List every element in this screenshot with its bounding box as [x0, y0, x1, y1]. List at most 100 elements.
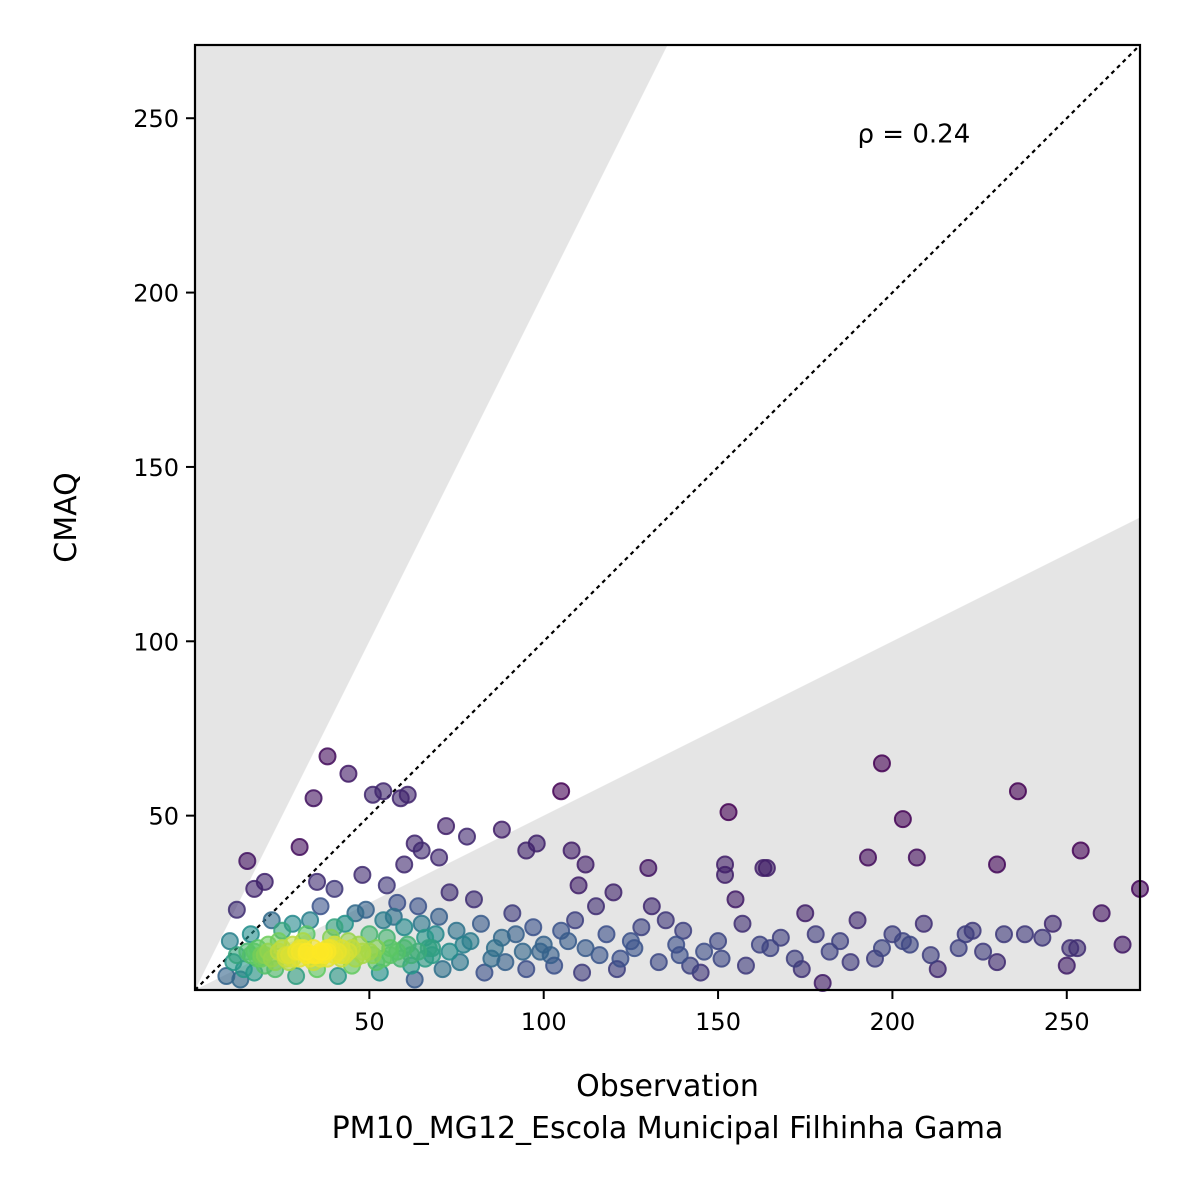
data-point	[328, 967, 347, 986]
data-point	[988, 855, 1007, 874]
data-point	[719, 803, 738, 822]
data-point	[304, 789, 323, 808]
data-point	[412, 841, 431, 860]
data-point	[227, 900, 246, 919]
data-point	[639, 858, 658, 877]
data-point	[785, 949, 804, 968]
data-point	[604, 883, 623, 902]
x-tick-label: 250	[1044, 1008, 1090, 1036]
data-point	[806, 925, 825, 944]
y-tick-label: 150	[133, 454, 179, 482]
data-point	[262, 911, 281, 930]
data-point	[587, 897, 606, 916]
data-points	[217, 747, 1149, 993]
x-tick-label: 150	[695, 1008, 741, 1036]
data-point	[311, 897, 330, 916]
data-point	[995, 925, 1014, 944]
data-point	[754, 858, 773, 877]
data-point	[374, 911, 393, 930]
data-point	[377, 876, 396, 895]
data-point	[667, 935, 686, 954]
data-point	[569, 876, 588, 895]
y-tick-label: 50	[148, 803, 179, 831]
data-point	[576, 855, 595, 874]
data-point	[360, 925, 379, 944]
one-to-one-line	[194, 44, 1141, 991]
data-point	[238, 851, 257, 870]
plot-frame	[193, 43, 1142, 992]
data-point	[440, 942, 459, 961]
data-point	[308, 872, 327, 891]
data-point	[1033, 928, 1052, 947]
data-point	[475, 963, 494, 982]
data-point	[1057, 956, 1076, 975]
data-point	[813, 974, 832, 993]
data-point	[726, 890, 745, 909]
data-point	[900, 935, 919, 954]
data-point	[346, 904, 365, 923]
data-point	[716, 865, 735, 884]
y-tick-label: 100	[133, 628, 179, 656]
data-point	[597, 925, 616, 944]
data-point	[241, 925, 260, 944]
data-point	[921, 946, 940, 965]
data-point	[649, 953, 668, 972]
data-point	[712, 949, 731, 968]
data-point	[503, 904, 522, 923]
data-point	[513, 942, 532, 961]
correlation-annotation: ρ = 0.24	[858, 120, 971, 150]
data-point	[447, 921, 466, 940]
data-point	[430, 848, 449, 867]
data-point	[956, 925, 975, 944]
x-tick-label: 100	[521, 1008, 567, 1036]
y-tick-label: 200	[133, 280, 179, 308]
data-point	[831, 932, 850, 951]
data-point	[709, 932, 728, 951]
data-point	[893, 810, 912, 829]
data-point	[1071, 841, 1090, 860]
data-point	[409, 897, 428, 916]
data-point	[907, 848, 926, 867]
data-point	[220, 932, 239, 951]
data-point	[437, 817, 456, 836]
data-point	[245, 879, 264, 898]
data-point	[771, 928, 790, 947]
data-point	[656, 911, 675, 930]
data-point	[625, 939, 644, 958]
data-point	[695, 942, 714, 961]
data-point	[590, 946, 609, 965]
data-point	[485, 939, 504, 958]
data-point	[457, 827, 476, 846]
data-point	[872, 939, 891, 958]
y-axis-ticks: 50 100 150 200 250	[133, 105, 195, 831]
data-point	[391, 789, 410, 808]
data-point	[517, 960, 536, 979]
data-point	[517, 841, 536, 860]
data-point	[1008, 782, 1027, 801]
data-point	[471, 914, 490, 933]
x-axis-ticks: 50 100 150 200 250	[354, 990, 1090, 1036]
shaded-region-lower	[195, 517, 1140, 990]
data-point	[353, 865, 372, 884]
data-point	[573, 963, 592, 982]
data-point	[1043, 914, 1062, 933]
data-point	[576, 939, 595, 958]
data-point	[820, 942, 839, 961]
data-point	[642, 897, 661, 916]
y-axis-label: CMAQ	[49, 472, 84, 562]
data-point	[848, 911, 867, 930]
reference-line	[194, 44, 1141, 991]
data-point	[562, 841, 581, 860]
data-point	[988, 953, 1007, 972]
data-point	[531, 942, 550, 961]
data-point	[524, 918, 543, 937]
data-point	[454, 935, 473, 954]
data-point	[395, 855, 414, 874]
data-point	[1092, 904, 1111, 923]
data-point	[733, 914, 752, 933]
data-point	[1015, 925, 1034, 944]
data-point	[859, 848, 878, 867]
data-point	[566, 911, 585, 930]
data-point	[841, 953, 860, 972]
